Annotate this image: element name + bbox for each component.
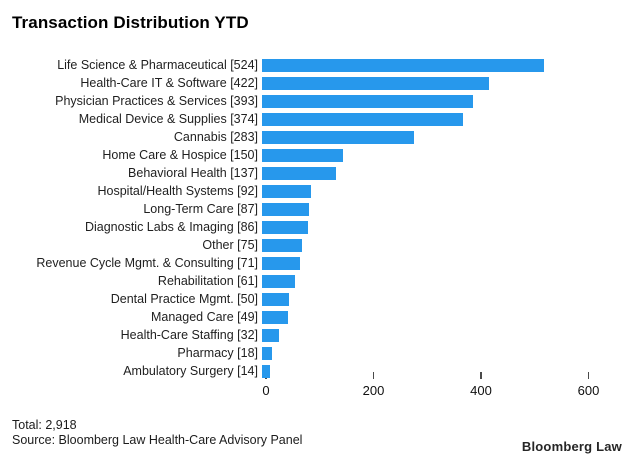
bar-row: Diagnostic Labs & Imaging [86] [0, 218, 633, 236]
category-label: Home Care & Hospice [150] [102, 148, 258, 162]
bar [262, 94, 474, 108]
category-label: Ambulatory Surgery [14] [123, 364, 258, 378]
category-label: Cannabis [283] [173, 130, 258, 144]
bar-row: Physician Practices & Services [393] [0, 92, 633, 110]
chart-title: Transaction Distribution YTD [12, 13, 249, 32]
bar-row: Medical Device & Supplies [374] [0, 110, 633, 128]
bar [262, 274, 295, 288]
category-label: Diagnostic Labs & Imaging [86] [84, 220, 258, 234]
category-label: Rehabilitation [61] [157, 274, 258, 288]
bar [262, 202, 309, 216]
bar-row: Cannabis [283] [0, 128, 633, 146]
category-label: Managed Care [49] [150, 310, 258, 324]
bar-row: Life Science & Pharmaceutical [524] [0, 56, 633, 74]
bar-row: Ambulatory Surgery [14] [0, 362, 633, 380]
chart-footer: Total: 2,918 Source: Bloomberg Law Healt… [12, 418, 302, 447]
category-label: Health-Care IT & Software [422] [80, 76, 258, 90]
bar [262, 220, 309, 234]
category-label: Physician Practices & Services [393] [55, 94, 258, 108]
x-axis-tick-label: 0 [262, 383, 270, 398]
bar [262, 148, 343, 162]
total-text: Total: 2,918 [12, 418, 77, 432]
x-axis-tick-mark [372, 372, 375, 379]
category-label: Health-Care Staffing [32] [120, 328, 258, 342]
x-axis-tick-label: 200 [362, 383, 385, 398]
bar [262, 364, 270, 378]
bar-row: Long-Term Care [87] [0, 200, 633, 218]
bar [262, 310, 289, 324]
bar-row: Other [75] [0, 236, 633, 254]
x-axis-tick-label: 600 [577, 383, 600, 398]
bloomberg-law-logo: Bloomberg Law [521, 439, 622, 454]
bar [262, 292, 289, 306]
bar [262, 238, 303, 252]
x-axis-tick-mark [480, 372, 482, 379]
category-label: Medical Device & Supplies [374] [78, 112, 258, 126]
bar [262, 58, 544, 72]
bar-row: Dental Practice Mgmt. [50] [0, 290, 633, 308]
bar-row: Hospital/Health Systems [92] [0, 182, 633, 200]
category-label: Behavioral Health [137] [128, 166, 258, 180]
category-label: Revenue Cycle Mgmt. & Consulting [71] [36, 256, 258, 270]
bar-row: Managed Care [49] [0, 308, 633, 326]
source-text: Source: Bloomberg Law Health-Care Adviso… [12, 432, 303, 447]
bar-row: Rehabilitation [61] [0, 272, 633, 290]
bar [262, 328, 280, 342]
bar [262, 112, 464, 126]
bar-rows: Life Science & Pharmaceutical [524] Healt… [0, 56, 633, 380]
bar [262, 76, 489, 90]
category-label: Dental Practice Mgmt. [50] [110, 292, 258, 306]
bar [262, 166, 336, 180]
category-label: Other [75] [202, 238, 258, 252]
bar-row: Home Care & Hospice [150] [0, 146, 633, 164]
category-label: Pharmacy [18] [177, 346, 258, 360]
bar-row: Pharmacy [18] [0, 344, 633, 362]
bar-row: Health-Care Staffing [32] [0, 326, 633, 344]
bar-row: Revenue Cycle Mgmt. & Consulting [71] [0, 254, 633, 272]
bar [262, 256, 301, 270]
category-label: Long-Term Care [87] [143, 202, 258, 216]
bar [262, 130, 415, 144]
category-label: Hospital/Health Systems [92] [97, 184, 259, 198]
category-label: Life Science & Pharmaceutical [524] [57, 58, 258, 72]
x-axis-tick-label: 400 [470, 383, 492, 398]
bar [262, 346, 272, 360]
bar [262, 184, 312, 198]
x-axis-tick-mark [587, 372, 590, 379]
bar-row: Behavioral Health [137] [0, 164, 633, 182]
bar-row: Health-Care IT & Software [422] [0, 74, 633, 92]
